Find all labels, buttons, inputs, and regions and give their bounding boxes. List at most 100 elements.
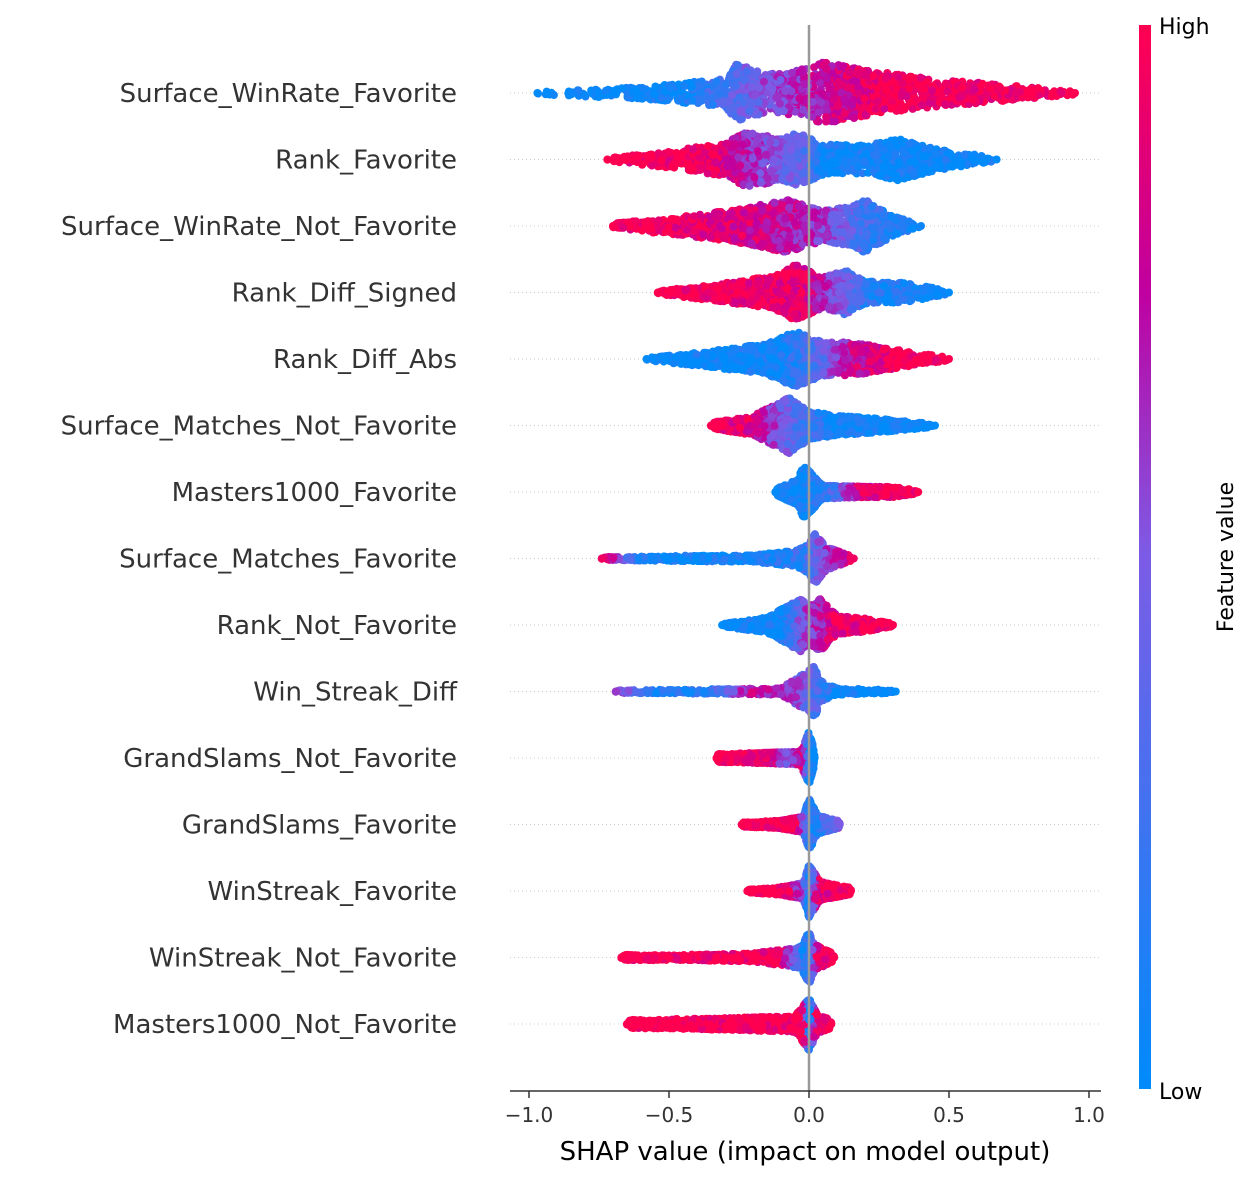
shap-point	[785, 204, 793, 212]
shap-point	[629, 155, 637, 163]
shap-point	[609, 222, 617, 230]
shap-point	[969, 96, 977, 104]
shap-point	[788, 69, 796, 77]
shap-point	[959, 83, 967, 91]
shap-point	[888, 105, 896, 113]
shap-point	[788, 155, 796, 163]
shap-point	[834, 169, 842, 177]
shap-point	[753, 219, 761, 227]
shap-point	[723, 140, 731, 148]
shap-point	[907, 73, 915, 81]
shap-point	[795, 202, 803, 210]
shap-point	[861, 95, 869, 103]
shap-point	[861, 103, 869, 111]
shap-point	[718, 225, 726, 233]
shap-point	[822, 162, 830, 170]
shap-point	[731, 141, 739, 149]
shap-point	[875, 172, 883, 180]
shap-point	[737, 108, 745, 116]
shap-point	[734, 153, 742, 161]
shap-point	[740, 209, 748, 217]
shap-point	[732, 82, 740, 90]
shap-point	[721, 81, 729, 89]
shap-point	[771, 199, 779, 207]
shap-point	[891, 150, 899, 158]
shap-point	[770, 155, 778, 163]
shap-point	[611, 87, 619, 95]
shap-point	[704, 142, 712, 150]
shap-point	[910, 170, 918, 178]
shap-point	[603, 156, 611, 164]
shap-point	[895, 158, 903, 166]
shap-point	[909, 105, 917, 113]
shap-point	[786, 135, 794, 143]
shap-point	[696, 154, 704, 162]
shap-point	[869, 72, 877, 80]
shap-point	[846, 69, 854, 77]
shap-point	[759, 240, 767, 248]
shap-point	[755, 84, 763, 92]
shap-point	[740, 76, 748, 84]
shap-point	[778, 175, 786, 183]
shap-point	[823, 232, 831, 240]
shap-point	[839, 228, 847, 236]
shap-point	[813, 237, 821, 245]
shap-point	[648, 162, 656, 170]
shap-point	[712, 159, 720, 167]
shap-point	[1056, 88, 1064, 96]
shap-point	[1012, 89, 1020, 97]
shap-point	[861, 111, 869, 119]
shap-point	[861, 71, 869, 79]
shap-point	[839, 62, 847, 70]
shap-point	[831, 117, 839, 125]
shap-point	[745, 98, 753, 106]
shap-point	[776, 244, 784, 252]
shap-point	[1071, 89, 1079, 97]
shap-point	[746, 182, 754, 190]
shap-point	[870, 223, 878, 231]
shap-point	[746, 226, 754, 234]
shap-point	[657, 156, 665, 164]
shap-point	[880, 211, 888, 219]
shap-point	[543, 88, 551, 96]
shap-point	[841, 110, 849, 118]
shap-point	[688, 83, 696, 91]
shap-point	[768, 167, 776, 175]
shap-point	[874, 97, 882, 105]
shap-point	[666, 85, 674, 93]
shap-point	[845, 83, 853, 91]
shap-point	[996, 85, 1004, 93]
shap-point	[709, 101, 717, 109]
shap-point	[754, 147, 762, 155]
shap-point	[726, 72, 734, 80]
shap-point	[833, 214, 841, 222]
shap-point	[932, 150, 940, 158]
shap-point	[964, 160, 972, 168]
shap-point	[823, 65, 831, 73]
shap-point	[830, 157, 838, 165]
shap-point	[937, 93, 945, 101]
shap-point	[658, 94, 666, 102]
shap-point	[671, 224, 679, 232]
shap-point	[860, 242, 868, 250]
shap-point	[993, 156, 1001, 164]
shap-point	[728, 91, 736, 99]
shap-point	[749, 155, 757, 163]
shap-point	[899, 147, 907, 155]
shap-point	[777, 205, 785, 213]
shap-point	[1049, 90, 1057, 98]
shap-point	[650, 90, 658, 98]
shap-point	[737, 172, 745, 180]
shap-point	[850, 239, 858, 247]
shap-point	[799, 106, 807, 114]
shap-point	[809, 213, 817, 221]
shap-point	[1034, 84, 1042, 92]
shap-point	[823, 74, 831, 82]
shap-point	[909, 225, 917, 233]
shap-point	[983, 155, 991, 163]
shap-point	[759, 160, 767, 168]
shap-point	[854, 162, 862, 170]
shap-point	[683, 226, 691, 234]
shap-point	[873, 152, 881, 160]
